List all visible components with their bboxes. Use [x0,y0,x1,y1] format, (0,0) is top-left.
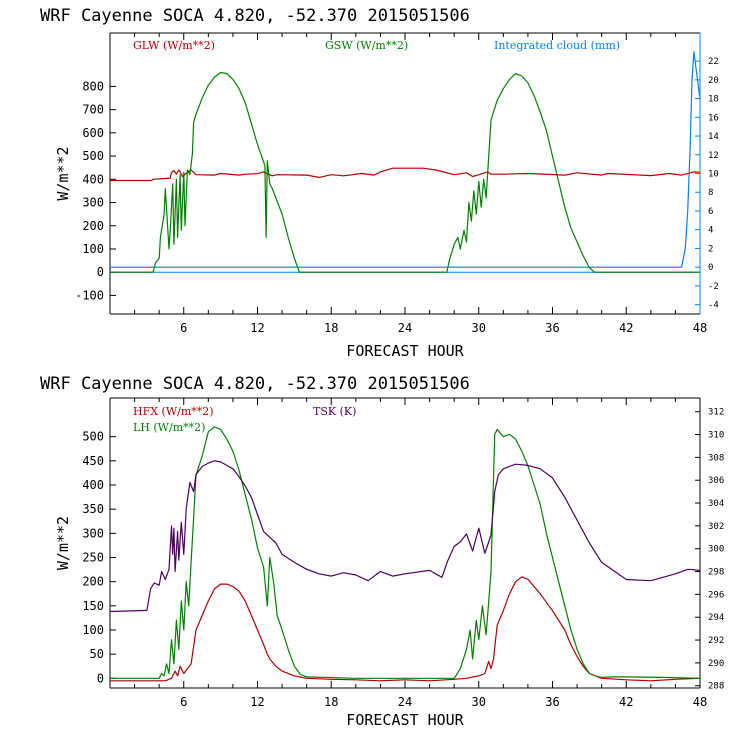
y2-tick-label: 302 [708,522,724,532]
x-tick-label: 18 [324,695,338,709]
x-tick-label: 48 [693,695,707,709]
y-tick-label: 450 [82,454,104,468]
y2-tick-label: 4 [708,226,713,236]
y2-tick-label: 304 [708,499,724,509]
x-tick-label: 24 [398,321,412,335]
x-tick-label: 42 [619,321,633,335]
x-tick-label: 6 [180,321,187,335]
series-line-2 [110,426,701,679]
y2-tick-label: 20 [708,76,719,86]
y-axis-label: W/m**2 [54,146,72,200]
chart-panel-1: WRF Cayenne SOCA 4.820, -52.370 20150515… [40,6,719,360]
y-tick-label: 200 [82,575,104,589]
y-tick-label: 200 [82,219,104,233]
y2-tick-label: 18 [708,95,719,105]
y2-tick-label: 312 [708,408,724,418]
y2-tick-label: 308 [708,453,724,463]
y-tick-label: 0 [97,265,104,279]
y-tick-label: 300 [82,526,104,540]
x-tick-label: 12 [250,695,264,709]
y-tick-label: 50 [90,647,104,661]
x-tick-label: 12 [250,321,264,335]
x-tick-label: 6 [180,695,187,709]
legend-entry: LH (W/m**2) [133,421,205,434]
x-tick-label: 18 [324,321,338,335]
series-line-3 [109,460,701,613]
y2-tick-label: 300 [708,545,724,555]
legend-entry: HFX (W/m**2) [133,405,214,418]
y-tick-label: 700 [82,103,104,117]
series-line-2 [110,71,700,273]
y2-tick-label: 10 [708,170,719,180]
y-tick-label: 250 [82,551,104,565]
legend-entry: GLW (W/m**2) [133,39,215,52]
y2-tick-label: 290 [708,659,724,669]
y2-tick-label: -2 [708,282,719,292]
y-tick-label: 800 [82,79,104,93]
y-tick-label: 0 [97,671,104,685]
x-tick-label: 36 [545,695,559,709]
legend-entry: GSW (W/m**2) [325,39,408,52]
x-tick-label: 48 [693,321,707,335]
y2-tick-label: 292 [708,636,724,646]
chart-panel-2: WRF Cayenne SOCA 4.820, -52.370 20150515… [40,374,724,729]
y2-tick-label: 12 [708,151,719,161]
y2-tick-label: 296 [708,590,724,600]
x-tick-label: 42 [619,695,633,709]
y-axis-label: W/m**2 [54,516,72,570]
series-line-1 [110,576,701,682]
series-line-1 [110,167,701,182]
y2-tick-label: 310 [708,431,724,441]
x-axis-label: FORECAST HOUR [346,342,464,360]
y2-tick-label: 288 [708,682,724,692]
y2-tick-label: 294 [708,613,724,623]
y2-tick-label: 8 [708,188,713,198]
y-tick-label: 150 [82,599,104,613]
x-tick-label: 30 [472,321,486,335]
y-tick-label: 400 [82,478,104,492]
y-tick-label: 300 [82,196,104,210]
y2-tick-label: 22 [708,57,719,67]
y2-tick-label: 2 [708,244,713,254]
y-tick-label: 400 [82,172,104,186]
y-tick-label: -100 [75,288,104,302]
x-tick-label: 24 [398,695,412,709]
y-tick-label: 600 [82,126,104,140]
legend-entry: Integrated cloud (mm) [494,39,620,52]
y2-tick-label: 6 [708,207,713,217]
y-tick-label: 350 [82,502,104,516]
y-tick-label: 500 [82,430,104,444]
chart-title: WRF Cayenne SOCA 4.820, -52.370 20150515… [40,6,470,26]
y2-tick-label: 0 [708,263,713,273]
x-tick-label: 30 [472,695,486,709]
y-tick-label: 100 [82,623,104,637]
series-line-3 [110,51,701,268]
x-tick-label: 36 [545,321,559,335]
y-tick-label: 100 [82,242,104,256]
y-tick-label: 500 [82,149,104,163]
x-axis-label: FORECAST HOUR [346,711,464,729]
y2-tick-label: 306 [708,476,724,486]
y2-tick-label: 14 [708,132,719,142]
chart-title: WRF Cayenne SOCA 4.820, -52.370 20150515… [40,374,470,394]
y2-tick-label: 298 [708,568,724,578]
y2-tick-label: -4 [708,301,719,311]
y2-tick-label: 16 [708,113,719,123]
legend-entry: TSK (K) [313,405,356,418]
